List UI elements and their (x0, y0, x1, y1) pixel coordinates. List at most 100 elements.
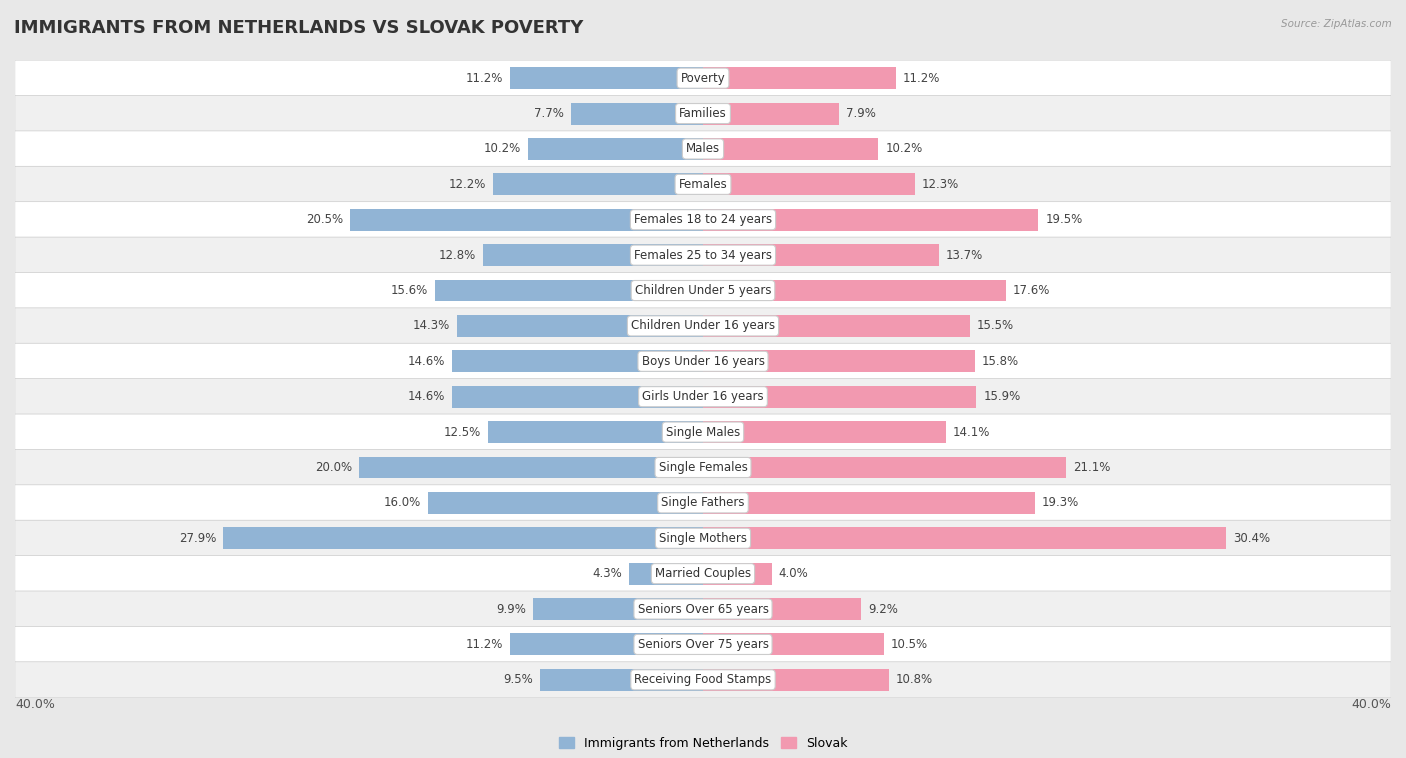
Text: 11.2%: 11.2% (467, 638, 503, 651)
FancyBboxPatch shape (15, 202, 1391, 238)
FancyBboxPatch shape (15, 237, 1391, 273)
Bar (703, 386, 977, 408)
Bar (703, 456, 1066, 478)
Bar (703, 174, 914, 196)
Bar (451, 386, 703, 408)
Text: 11.2%: 11.2% (903, 72, 939, 85)
Text: 21.1%: 21.1% (1073, 461, 1111, 474)
Legend: Immigrants from Netherlands, Slovak: Immigrants from Netherlands, Slovak (554, 732, 852, 755)
FancyBboxPatch shape (15, 449, 1391, 486)
Text: 7.9%: 7.9% (846, 107, 876, 120)
Text: 15.9%: 15.9% (983, 390, 1021, 403)
Bar (510, 67, 703, 89)
Text: 9.5%: 9.5% (503, 673, 533, 686)
FancyBboxPatch shape (15, 308, 1391, 344)
Text: 40.0%: 40.0% (15, 697, 55, 710)
Bar (703, 669, 889, 691)
FancyBboxPatch shape (15, 343, 1391, 379)
Text: 15.6%: 15.6% (391, 284, 427, 297)
Text: 14.1%: 14.1% (952, 425, 990, 439)
FancyBboxPatch shape (15, 60, 1391, 96)
Bar (451, 350, 703, 372)
Text: Receiving Food Stamps: Receiving Food Stamps (634, 673, 772, 686)
Text: 10.8%: 10.8% (896, 673, 932, 686)
Text: IMMIGRANTS FROM NETHERLANDS VS SLOVAK POVERTY: IMMIGRANTS FROM NETHERLANDS VS SLOVAK PO… (14, 19, 583, 37)
Bar (540, 669, 703, 691)
Text: 15.5%: 15.5% (977, 319, 1014, 333)
Bar (703, 315, 970, 337)
Text: 12.8%: 12.8% (439, 249, 477, 262)
Bar (703, 102, 839, 124)
Text: Single Males: Single Males (666, 425, 740, 439)
Text: Children Under 16 years: Children Under 16 years (631, 319, 775, 333)
Bar (703, 208, 1039, 230)
FancyBboxPatch shape (15, 520, 1391, 556)
Text: 10.2%: 10.2% (886, 143, 922, 155)
FancyBboxPatch shape (15, 591, 1391, 627)
Text: 4.3%: 4.3% (592, 567, 623, 580)
Text: 9.9%: 9.9% (496, 603, 526, 615)
Bar (703, 350, 974, 372)
Text: Children Under 5 years: Children Under 5 years (634, 284, 772, 297)
FancyBboxPatch shape (15, 166, 1391, 202)
Bar (703, 421, 945, 443)
Text: 10.2%: 10.2% (484, 143, 520, 155)
FancyBboxPatch shape (15, 272, 1391, 309)
Bar (571, 102, 703, 124)
Bar (628, 562, 703, 584)
Bar (359, 456, 703, 478)
FancyBboxPatch shape (15, 96, 1391, 132)
Text: 40.0%: 40.0% (1351, 697, 1391, 710)
Bar (488, 421, 703, 443)
Text: Seniors Over 65 years: Seniors Over 65 years (637, 603, 769, 615)
Bar (703, 562, 772, 584)
Bar (703, 634, 883, 656)
FancyBboxPatch shape (15, 485, 1391, 521)
Bar (350, 208, 703, 230)
Text: 15.8%: 15.8% (981, 355, 1019, 368)
Text: 10.5%: 10.5% (890, 638, 928, 651)
Bar (703, 244, 939, 266)
Text: Females 18 to 24 years: Females 18 to 24 years (634, 213, 772, 226)
Text: Males: Males (686, 143, 720, 155)
Bar (457, 315, 703, 337)
Text: Single Females: Single Females (658, 461, 748, 474)
Text: 13.7%: 13.7% (945, 249, 983, 262)
Text: Females: Females (679, 178, 727, 191)
Text: Married Couples: Married Couples (655, 567, 751, 580)
Bar (703, 598, 862, 620)
Text: 4.0%: 4.0% (779, 567, 808, 580)
FancyBboxPatch shape (15, 626, 1391, 662)
Bar (510, 634, 703, 656)
Text: Girls Under 16 years: Girls Under 16 years (643, 390, 763, 403)
Text: Seniors Over 75 years: Seniors Over 75 years (637, 638, 769, 651)
Text: 14.3%: 14.3% (413, 319, 450, 333)
FancyBboxPatch shape (15, 556, 1391, 592)
FancyBboxPatch shape (15, 131, 1391, 167)
Bar (703, 492, 1035, 514)
Text: Single Mothers: Single Mothers (659, 532, 747, 545)
Bar (527, 138, 703, 160)
Bar (533, 598, 703, 620)
Bar (427, 492, 703, 514)
Text: 20.5%: 20.5% (307, 213, 343, 226)
Text: Poverty: Poverty (681, 72, 725, 85)
Bar (703, 528, 1226, 550)
Text: 19.5%: 19.5% (1045, 213, 1083, 226)
Text: Boys Under 16 years: Boys Under 16 years (641, 355, 765, 368)
Text: 14.6%: 14.6% (408, 355, 446, 368)
Text: 12.2%: 12.2% (449, 178, 486, 191)
Text: 16.0%: 16.0% (384, 496, 420, 509)
Text: 19.3%: 19.3% (1042, 496, 1078, 509)
Text: 30.4%: 30.4% (1233, 532, 1270, 545)
Bar (494, 174, 703, 196)
Text: Families: Families (679, 107, 727, 120)
Text: 12.5%: 12.5% (444, 425, 481, 439)
Text: 20.0%: 20.0% (315, 461, 352, 474)
Text: 9.2%: 9.2% (868, 603, 898, 615)
Bar (703, 138, 879, 160)
FancyBboxPatch shape (15, 379, 1391, 415)
Bar (224, 528, 703, 550)
Bar (703, 280, 1005, 302)
Bar (482, 244, 703, 266)
